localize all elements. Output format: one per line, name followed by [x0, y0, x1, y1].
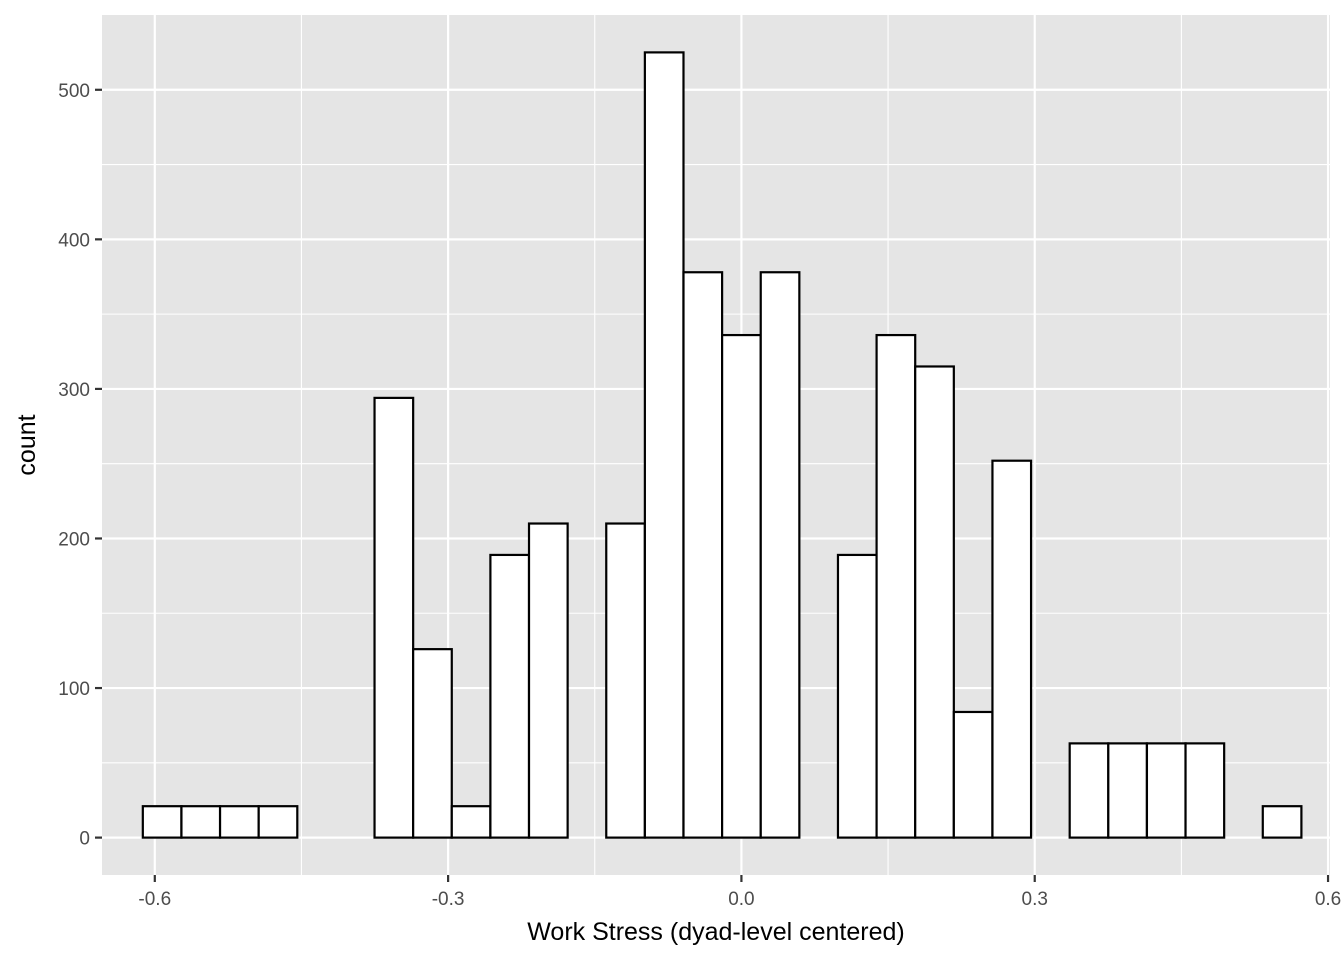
y-tick-label: 400 — [58, 230, 90, 251]
histogram-bar — [914, 365, 955, 839]
y-tick-label: 0 — [79, 829, 90, 850]
y-axis: 0 100 200 300 400 500 — [58, 81, 102, 850]
histogram-bar — [1261, 805, 1303, 839]
histogram-bar — [643, 51, 685, 839]
histogram-bar — [257, 805, 299, 839]
x-tick-label: 0.3 — [1022, 889, 1048, 910]
histogram-bar — [1107, 742, 1149, 839]
bars — [141, 51, 1303, 839]
histogram-bar — [1145, 742, 1187, 839]
x-tick-label: -0.6 — [138, 889, 171, 910]
histogram-bar — [836, 553, 878, 839]
histogram-bar — [412, 648, 453, 839]
histogram-bar — [875, 333, 917, 839]
histogram-bar — [721, 333, 762, 839]
histogram-bar — [489, 553, 531, 839]
histogram-bar — [373, 396, 415, 839]
y-tick-label: 300 — [58, 380, 90, 401]
histogram-bar — [1184, 742, 1226, 839]
x-tick-label: 0.0 — [728, 889, 754, 910]
y-axis-title: count — [13, 414, 41, 475]
histogram-bar — [1068, 742, 1110, 839]
histogram-bar — [952, 710, 994, 839]
x-tick-label: 0.6 — [1315, 889, 1341, 910]
histogram-bar — [450, 805, 492, 839]
histogram-bar — [682, 271, 724, 839]
y-tick-label: 500 — [58, 81, 90, 102]
histogram-bar — [605, 522, 646, 839]
x-tick-label: -0.3 — [432, 889, 465, 910]
histogram-bar — [759, 271, 801, 839]
x-axis: -0.6 -0.3 0.0 0.3 0.6 — [138, 875, 1341, 910]
histogram-bar — [180, 805, 222, 839]
histogram-bar — [218, 805, 260, 839]
y-tick-label: 100 — [58, 679, 90, 700]
histogram-bar — [141, 805, 183, 839]
x-axis-title: Work Stress (dyad-level centered) — [527, 918, 904, 946]
histogram-bar — [991, 459, 1033, 839]
y-tick-label: 200 — [58, 529, 90, 550]
histogram-bar — [527, 522, 569, 839]
